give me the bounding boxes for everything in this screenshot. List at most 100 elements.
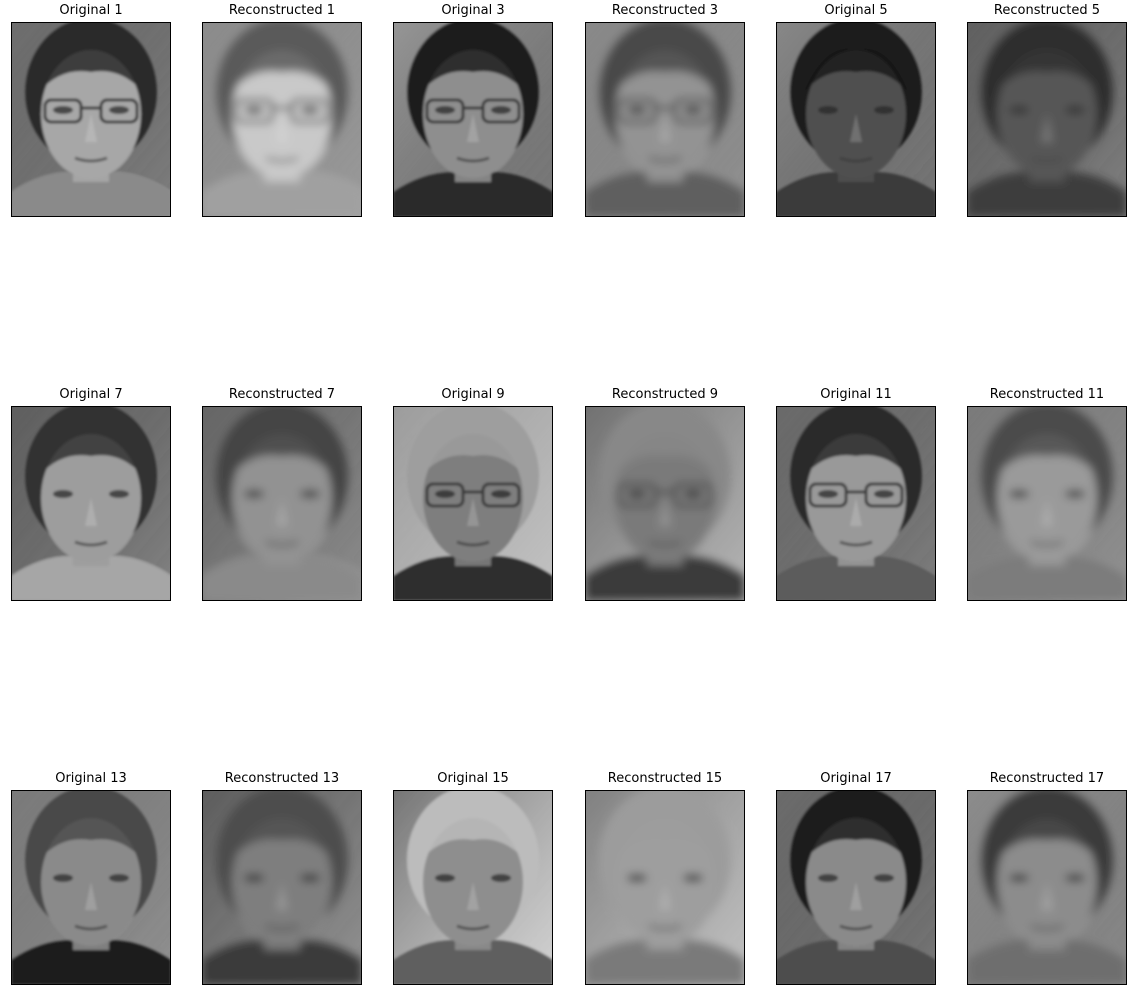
panel-title: Original 13 xyxy=(55,771,127,786)
image-frame xyxy=(967,406,1127,601)
left-eye xyxy=(244,106,264,114)
original-face-image xyxy=(393,790,553,985)
right-eye xyxy=(300,490,320,498)
left-eye xyxy=(1009,106,1029,114)
original-face-image xyxy=(776,790,936,985)
fringe xyxy=(230,432,334,476)
nose xyxy=(276,114,288,142)
left-eye xyxy=(244,874,264,882)
fringe xyxy=(613,48,717,92)
nose xyxy=(850,882,862,910)
shirt xyxy=(585,172,745,217)
fringe xyxy=(804,816,908,860)
right-eye xyxy=(874,106,894,114)
right-eye xyxy=(874,874,894,882)
face-panel: Reconstructed 5 xyxy=(967,3,1127,217)
face-panel: Reconstructed 9 xyxy=(585,387,745,601)
image-frame xyxy=(11,406,171,601)
right-lens xyxy=(481,482,521,508)
image-frame xyxy=(393,22,553,217)
left-eye xyxy=(1009,874,1029,882)
fringe xyxy=(613,816,717,860)
mouth xyxy=(265,156,299,163)
panel-title: Original 1 xyxy=(59,3,123,18)
face-panel: Reconstructed 11 xyxy=(967,387,1127,601)
nose xyxy=(850,114,862,142)
image-frame xyxy=(967,790,1127,985)
right-eye xyxy=(300,874,320,882)
mouth xyxy=(1030,156,1064,163)
reconstructed-face-image xyxy=(967,790,1127,985)
mouth xyxy=(1030,540,1064,547)
right-eye xyxy=(1065,106,1085,114)
face-panel: Original 11 xyxy=(776,387,936,601)
mouth xyxy=(456,156,490,163)
nose xyxy=(659,498,671,526)
image-frame xyxy=(585,790,745,985)
face-panel: Reconstructed 15 xyxy=(585,771,745,985)
right-eye xyxy=(491,874,511,882)
face-photo xyxy=(393,406,553,601)
panel-title: Original 7 xyxy=(59,387,123,402)
right-eye xyxy=(109,490,129,498)
right-eye xyxy=(300,106,320,114)
face-photo xyxy=(202,790,362,985)
shirt xyxy=(11,172,171,217)
face-photo xyxy=(11,790,171,985)
reconstructed-face-image xyxy=(585,790,745,985)
face-panel: Reconstructed 3 xyxy=(585,3,745,217)
shirt xyxy=(393,556,553,601)
left-lens xyxy=(43,98,83,124)
mouth xyxy=(1030,924,1064,931)
face-photo xyxy=(967,790,1127,985)
panel-title: Reconstructed 1 xyxy=(228,3,336,18)
reconstructed-face-image xyxy=(967,22,1127,217)
left-eye xyxy=(818,874,838,882)
fringe xyxy=(995,432,1099,476)
shirt xyxy=(585,940,745,985)
face-panel: Original 17 xyxy=(776,771,936,985)
nose xyxy=(85,114,97,142)
face-panel: Reconstructed 17 xyxy=(967,771,1127,985)
image-frame xyxy=(967,22,1127,217)
face-photo xyxy=(11,406,171,601)
mouth xyxy=(648,924,682,931)
left-eye xyxy=(53,106,73,114)
image-frame xyxy=(776,790,936,985)
nose xyxy=(467,114,479,142)
nose xyxy=(276,882,288,910)
left-eye xyxy=(435,106,455,114)
fringe xyxy=(804,48,908,92)
face-panel: Original 5 xyxy=(776,3,936,217)
face-photo xyxy=(11,22,171,217)
fringe xyxy=(421,48,525,92)
left-eye xyxy=(53,874,73,882)
reconstructed-face-image xyxy=(202,22,362,217)
image-frame xyxy=(585,22,745,217)
mouth xyxy=(456,540,490,547)
left-eye xyxy=(818,106,838,114)
left-eye xyxy=(244,490,264,498)
left-lens xyxy=(425,98,465,124)
mouth xyxy=(265,540,299,547)
shirt xyxy=(776,940,936,985)
fringe xyxy=(39,816,143,860)
fringe xyxy=(421,432,525,476)
fringe xyxy=(995,48,1099,92)
original-face-image xyxy=(776,22,936,217)
face-panel: Original 1 xyxy=(11,3,171,217)
original-face-image xyxy=(11,790,171,985)
panel-title: Reconstructed 11 xyxy=(989,387,1105,402)
left-eye xyxy=(627,106,647,114)
shirt xyxy=(967,556,1127,601)
face-photo xyxy=(393,790,553,985)
image-frame xyxy=(776,406,936,601)
left-eye xyxy=(627,490,647,498)
panel-title: Reconstructed 5 xyxy=(993,3,1101,18)
nose xyxy=(1041,498,1053,526)
panel-title: Reconstructed 9 xyxy=(611,387,719,402)
nose xyxy=(467,882,479,910)
fringe xyxy=(39,432,143,476)
panel-title: Original 17 xyxy=(820,771,892,786)
face-photo xyxy=(776,406,936,601)
